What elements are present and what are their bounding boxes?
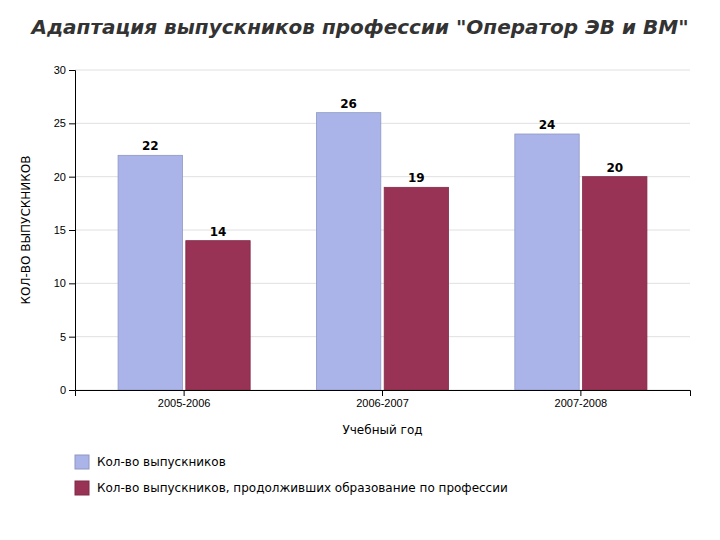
y-tick: 15 bbox=[54, 224, 75, 236]
grid-line bbox=[75, 70, 690, 71]
tick-mark bbox=[69, 123, 75, 124]
bar-series bbox=[118, 113, 579, 390]
data-label: 14 bbox=[210, 225, 227, 239]
grid bbox=[75, 70, 690, 390]
bar bbox=[118, 155, 182, 390]
data-labels: 22 26 24 14 19 20 bbox=[142, 97, 623, 239]
y-axis-title: КОЛ-ВО ВЫПУСКНИКОВ bbox=[19, 155, 33, 304]
bars bbox=[118, 113, 647, 390]
data-label: 22 bbox=[142, 139, 159, 153]
data-label: 19 bbox=[408, 171, 425, 185]
data-label: 20 bbox=[606, 161, 623, 175]
y-tick: 0 bbox=[60, 384, 75, 396]
axis-domain bbox=[76, 391, 691, 397]
bar bbox=[186, 241, 250, 390]
grid-line bbox=[75, 123, 690, 124]
tick-mark bbox=[69, 230, 75, 231]
legend-item: Кол-во выпускников bbox=[75, 455, 226, 469]
tick-mark bbox=[69, 337, 75, 338]
bar-series bbox=[186, 177, 647, 390]
chart-svg: Адаптация выпускников профессии "Операто… bbox=[0, 0, 720, 540]
tick-label: 20 bbox=[54, 171, 66, 183]
x-axis-title: Учебный год bbox=[342, 423, 422, 437]
legend-swatch bbox=[75, 481, 89, 495]
tick-label: 5 bbox=[60, 331, 66, 343]
x-tick: 2007-2008 bbox=[555, 390, 608, 409]
y-tick: 30 bbox=[54, 64, 75, 76]
tick-mark bbox=[69, 283, 75, 284]
tick-mark bbox=[184, 390, 185, 396]
tick-label: 15 bbox=[54, 224, 66, 236]
data-label: 24 bbox=[539, 118, 556, 132]
y-tick: 25 bbox=[54, 117, 75, 129]
y-tick: 10 bbox=[54, 277, 75, 289]
tick-mark bbox=[69, 177, 75, 178]
y-tick: 20 bbox=[54, 171, 75, 183]
tick-mark bbox=[580, 390, 581, 396]
tick-label: 0 bbox=[60, 384, 66, 396]
y-axis: 0 5 10 15 20 25 30 bbox=[54, 64, 76, 396]
x-axis: 2005-2006 2006-2007 2007-2008 bbox=[76, 390, 691, 409]
tick-label: 10 bbox=[54, 277, 66, 289]
tick-mark bbox=[69, 70, 75, 71]
chart-title: Адаптация выпускников профессии "Операто… bbox=[29, 15, 688, 39]
tick-mark bbox=[382, 390, 383, 396]
y-tick: 5 bbox=[60, 331, 75, 343]
legend-swatch bbox=[75, 455, 89, 469]
bar bbox=[316, 113, 380, 390]
data-label: 26 bbox=[340, 97, 357, 111]
legend: Кол-во выпускников Кол-во выпускников, пр… bbox=[75, 455, 508, 495]
x-tick: 2006-2007 bbox=[356, 390, 409, 409]
tick-label: 2007-2008 bbox=[555, 397, 608, 409]
x-tick: 2005-2006 bbox=[158, 390, 211, 409]
tick-label: 25 bbox=[54, 117, 66, 129]
plot-area: 22 26 24 14 19 20 0 5 10 15 20 25 30 2005-2006 2006-20… bbox=[54, 64, 691, 409]
legend-item: Кол-во выпускников, продолживших образов… bbox=[75, 481, 508, 495]
legend-label: Кол-во выпускников bbox=[97, 455, 226, 469]
bar bbox=[583, 177, 647, 390]
legend-label: Кол-во выпускников, продолживших образов… bbox=[97, 481, 508, 495]
tick-label: 2006-2007 bbox=[356, 397, 409, 409]
tick-label: 2005-2006 bbox=[158, 397, 211, 409]
axis-domain bbox=[69, 71, 76, 391]
bar bbox=[384, 187, 448, 390]
bar bbox=[515, 134, 579, 390]
tick-mark bbox=[69, 390, 75, 391]
tick-label: 30 bbox=[54, 64, 66, 76]
